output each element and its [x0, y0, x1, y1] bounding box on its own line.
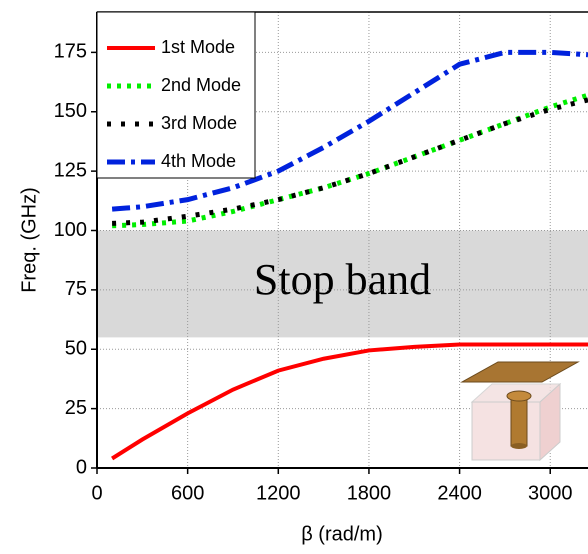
y-tick-label: 175 [54, 41, 87, 63]
x-tick-label: 600 [171, 482, 204, 504]
chart: Freq. (GHz) β (rad/m) Stop band 0 25 50 75 1… [0, 0, 588, 554]
y-axis-label: Freq. (GHz) [18, 187, 40, 293]
x-tick-label: 0 [91, 482, 102, 504]
legend-label: 2nd Mode [161, 75, 241, 95]
legend-label: 4th Mode [161, 151, 236, 171]
y-tick-label: 125 [54, 159, 87, 181]
y-tick-label: 50 [65, 338, 87, 360]
x-tick-label: 1800 [347, 482, 392, 504]
legend-label: 3rd Mode [161, 113, 237, 133]
y-tick-label: 0 [76, 456, 87, 478]
x-tick-label: 1200 [256, 482, 301, 504]
y-tick-label: 25 [65, 397, 87, 419]
y-tick-label: 75 [65, 278, 87, 300]
x-tick-label: 2400 [437, 482, 482, 504]
x-tick-label: 3000 [528, 482, 573, 504]
legend-label: 1st Mode [161, 37, 235, 57]
x-axis-label: β (rad/m) [301, 523, 383, 545]
y-tick-label: 150 [54, 100, 87, 122]
inset-model [462, 362, 578, 460]
stop-band-label: Stop band [254, 255, 431, 304]
y-tick-label: 100 [54, 219, 87, 241]
